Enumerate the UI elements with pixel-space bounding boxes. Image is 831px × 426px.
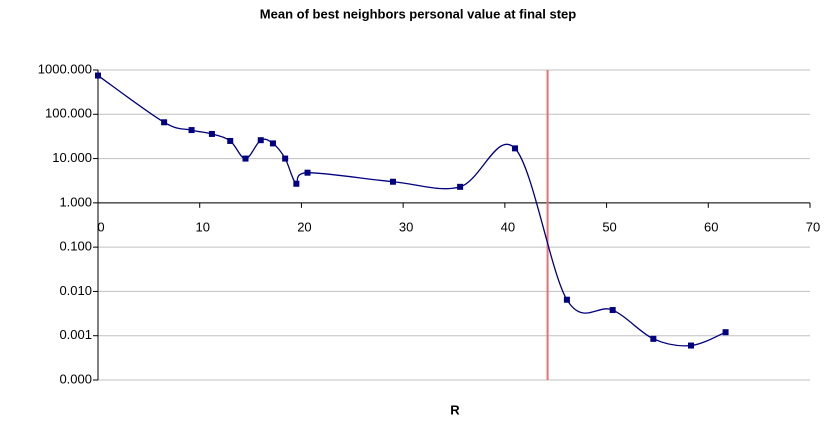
data-point (389, 178, 396, 185)
x-tick-label: 40 (501, 219, 515, 234)
data-point (161, 119, 168, 126)
x-tick-label: 50 (602, 219, 616, 234)
y-tick-label: 1000.000 (38, 61, 92, 76)
data-point (650, 335, 657, 342)
x-tick-label: 30 (399, 219, 413, 234)
x-tick-label: 10 (195, 219, 209, 234)
y-tick-label: 10.000 (52, 150, 92, 165)
y-tick-label: 100.000 (45, 106, 92, 121)
x-tick-label: 20 (297, 219, 311, 234)
data-point (512, 145, 519, 152)
data-point (208, 130, 215, 137)
data-point (609, 307, 616, 314)
data-point (457, 183, 464, 190)
data-point (293, 180, 300, 187)
data-point (269, 140, 276, 147)
data-point (257, 137, 264, 144)
data-point (227, 137, 234, 144)
data-point (95, 72, 101, 79)
y-tick-label: 0.001 (59, 327, 92, 342)
x-tick-label: 60 (704, 219, 718, 234)
data-point (722, 329, 729, 336)
y-tick-label: 0.010 (59, 283, 92, 298)
data-point (563, 296, 570, 303)
x-tick-label: 70 (806, 219, 820, 234)
y-tick-label: 1.000 (59, 194, 92, 209)
data-point (242, 155, 249, 162)
data-point (282, 155, 289, 162)
y-tick-label: 0.100 (59, 239, 92, 254)
y-tick-label: 0.000 (59, 371, 92, 386)
data-point (304, 169, 311, 176)
data-point (188, 127, 195, 134)
x-tick-label: 0 (97, 219, 104, 234)
chart-title: Mean of best neighbors personal value at… (260, 6, 576, 21)
data-point (687, 342, 694, 349)
x-axis-label: R (450, 402, 460, 417)
series-line (97, 75, 726, 347)
